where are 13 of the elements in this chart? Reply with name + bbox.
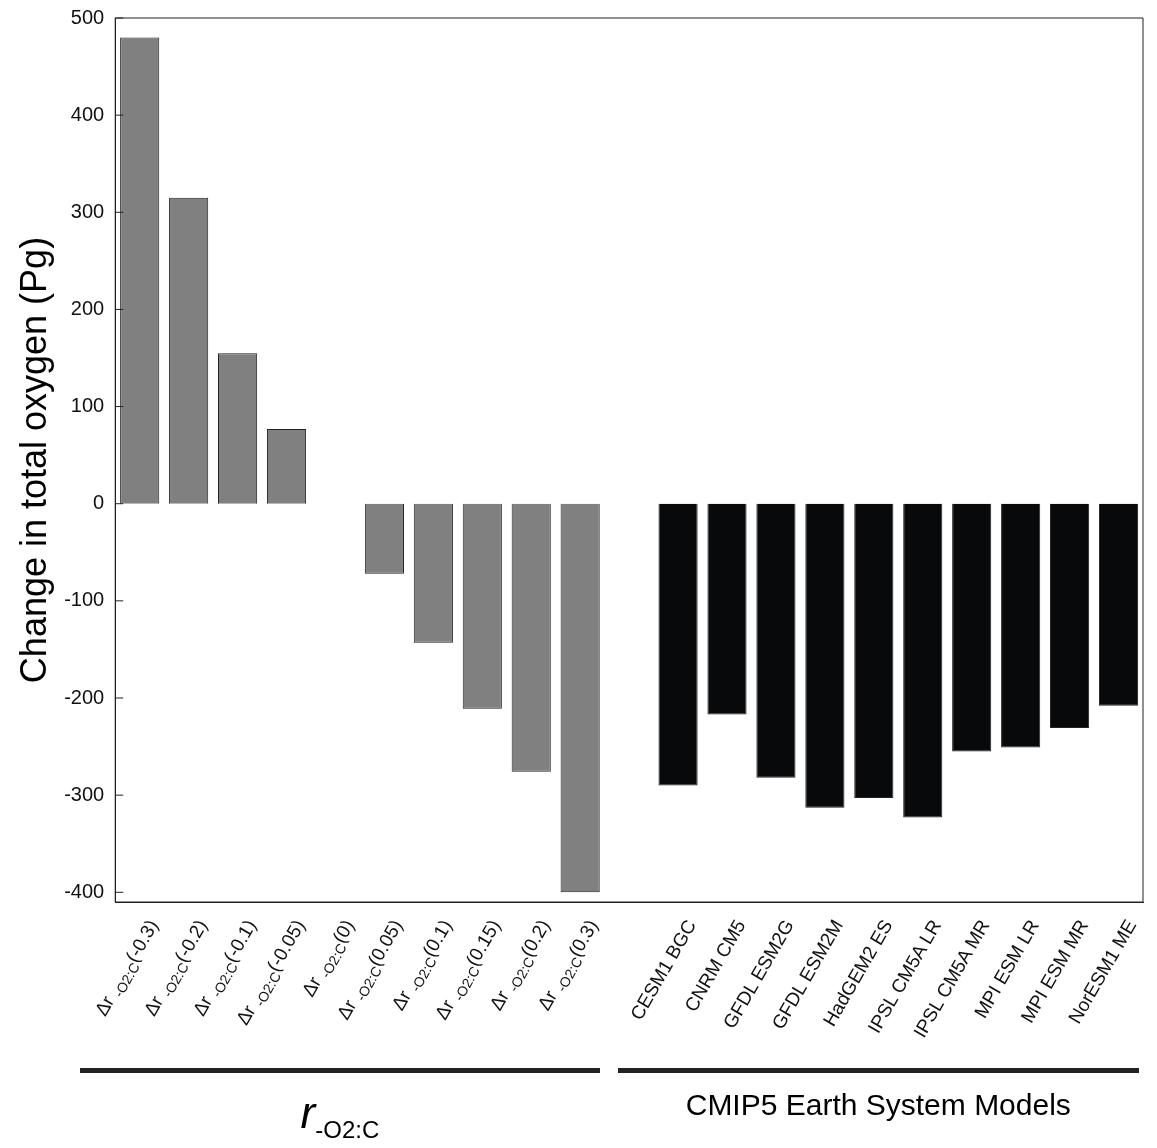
y-tick-label: -100 — [64, 588, 105, 611]
y-tick-label: -300 — [64, 782, 105, 805]
y-tick-label: 200 — [70, 296, 105, 319]
y-tick-label: 400 — [70, 102, 105, 125]
y-tick-label: 500 — [70, 5, 105, 28]
y-tick-label: -200 — [64, 685, 105, 708]
y-axis-title: Change in total oxygen (Pg) — [12, 236, 54, 684]
text: r$_{-O2:C}$ — [300, 1088, 380, 1144]
y-tick-label: -400 — [64, 879, 105, 902]
y-tick-label: 0 — [93, 491, 105, 514]
y-tick-label: 100 — [70, 394, 105, 417]
text: CMIP5 Earth System Models — [685, 1088, 1071, 1122]
y-tick-label: 300 — [70, 199, 105, 222]
